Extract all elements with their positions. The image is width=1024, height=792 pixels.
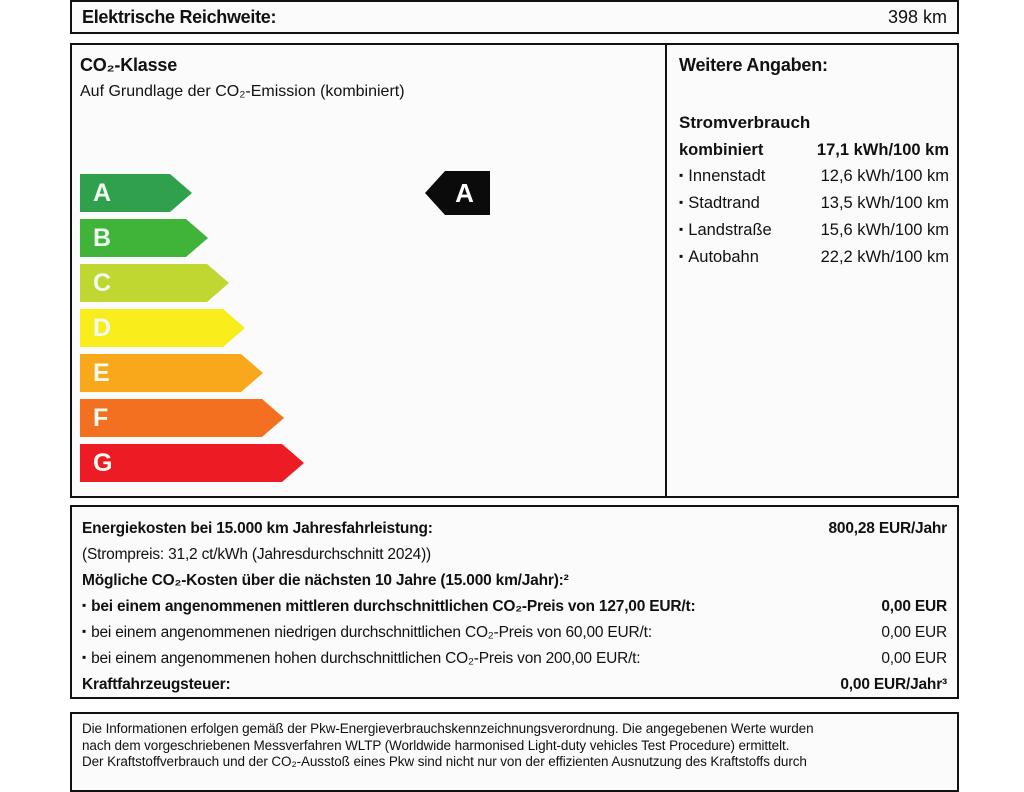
cost-value: 800,28 EUR/Jahr bbox=[828, 520, 948, 537]
co2-class-title: CO₂-Klasse bbox=[80, 55, 178, 75]
cost-label: bei einem angenommenen niedrigen durchsc… bbox=[82, 620, 652, 646]
class-arrow-a: A bbox=[80, 174, 192, 212]
electric-range-label: Elektrische Reichweite: bbox=[82, 6, 277, 27]
cost-row-co2-heading: Mögliche CO₂-Kosten über die nächsten 10… bbox=[82, 568, 947, 594]
consumption-value: 12,6 kWh/100 km bbox=[820, 167, 949, 185]
cost-value: 0,00 EUR/Jahr³ bbox=[840, 676, 947, 693]
cost-value: 0,00 EUR bbox=[881, 624, 947, 641]
co2-class-panel: CO₂-Klasse Auf Grundlage der CO₂-Emissio… bbox=[72, 45, 667, 496]
consumption-value: 15,6 kWh/100 km bbox=[820, 221, 949, 239]
disclaimer-line: Der Kraftstoffverbrauch und der CO₂-Auss… bbox=[82, 754, 807, 769]
class-arrow-letter: F bbox=[93, 403, 109, 432]
consumption-row-city: Innenstadt 12,6 kWh/100 km bbox=[679, 166, 949, 188]
cost-row-co2-medium: bei einem angenommenen mittleren durchsc… bbox=[82, 594, 947, 620]
consumption-label: Autobahn bbox=[679, 247, 759, 269]
consumption-row-combined: kombiniert 17,1 kWh/100 km bbox=[679, 140, 949, 161]
cost-value: 0,00 EUR bbox=[881, 650, 947, 667]
class-arrow-f: F bbox=[80, 399, 284, 437]
class-arrow-c: C bbox=[80, 264, 229, 302]
assigned-class-letter: A bbox=[455, 178, 474, 208]
power-consumption-title: Stromverbrauch bbox=[679, 113, 811, 132]
class-arrow-d: D bbox=[80, 309, 245, 347]
electric-range-bar: Elektrische Reichweite: 398 km bbox=[70, 0, 959, 34]
consumption-row-suburb: Stadtrand 13,5 kWh/100 km bbox=[679, 193, 949, 215]
cost-label: Mögliche CO₂-Kosten über die nächsten 10… bbox=[82, 572, 569, 589]
class-arrow-letter: D bbox=[93, 313, 112, 342]
cost-label: (Strompreis: 31,2 ct/kWh (Jahresdurchsch… bbox=[82, 546, 432, 563]
disclaimer-box: Die Informationen erfolgen gemäß der Pkw… bbox=[70, 712, 959, 792]
class-arrow-letter: A bbox=[93, 178, 112, 207]
class-arrow-letter: B bbox=[93, 223, 112, 252]
cost-row-price-basis: (Strompreis: 31,2 ct/kWh (Jahresdurchsch… bbox=[82, 542, 947, 568]
class-arrow-e: E bbox=[80, 354, 263, 392]
disclaimer-line: Die Informationen erfolgen gemäß der Pkw… bbox=[82, 721, 814, 736]
consumption-label: Innenstadt bbox=[679, 166, 765, 188]
class-arrow-g: G bbox=[80, 444, 304, 482]
energy-costs-box: Energiekosten bei 15.000 km Jahresfahrle… bbox=[70, 505, 959, 699]
cost-row-co2-low: bei einem angenommenen niedrigen durchsc… bbox=[82, 620, 947, 646]
further-details-panel: Weitere Angaben: Stromverbrauch kombinie… bbox=[667, 45, 957, 496]
consumption-label: Landstraße bbox=[679, 220, 771, 242]
cost-row-co2-high: bei einem angenommenen hohen durchschnit… bbox=[82, 646, 947, 672]
consumption-value: 17,1 kWh/100 km bbox=[816, 141, 949, 159]
disclaimer-line: nach dem vorgeschriebenen Messverfahren … bbox=[82, 737, 790, 753]
cost-row-vehicle-tax: Kraftfahrzeugsteuer: 0,00 EUR/Jahr³ bbox=[82, 672, 947, 698]
cost-label: bei einem angenommenen hohen durchschnit… bbox=[82, 646, 641, 672]
consumption-label: kombiniert bbox=[679, 141, 764, 159]
cost-row-annual: Energiekosten bei 15.000 km Jahresfahrle… bbox=[82, 516, 947, 542]
efficiency-scale: A B C D E F G bbox=[80, 174, 304, 489]
assigned-class-marker: A bbox=[425, 171, 490, 215]
consumption-label: Stadtrand bbox=[679, 193, 760, 215]
consumption-row-rural: Landstraße 15,6 kWh/100 km bbox=[679, 220, 949, 242]
cost-label: Kraftfahrzeugsteuer: bbox=[82, 676, 231, 693]
label-main-box: CO₂-Klasse Auf Grundlage der CO₂-Emissio… bbox=[70, 43, 959, 498]
consumption-row-highway: Autobahn 22,2 kWh/100 km bbox=[679, 247, 949, 269]
class-arrow-letter: E bbox=[93, 358, 110, 387]
consumption-value: 22,2 kWh/100 km bbox=[820, 248, 949, 266]
electric-range-value: 398 km bbox=[887, 6, 947, 27]
further-details-title: Weitere Angaben: bbox=[679, 55, 828, 75]
class-arrow-letter: G bbox=[93, 448, 113, 477]
class-arrow-letter: C bbox=[93, 268, 112, 297]
cost-label: bei einem angenommenen mittleren durchsc… bbox=[82, 594, 696, 620]
cost-value: 0,00 EUR bbox=[881, 598, 947, 615]
co2-class-subtitle: Auf Grundlage der CO₂-Emission (kombinie… bbox=[80, 83, 405, 100]
class-arrow-b: B bbox=[80, 219, 208, 257]
consumption-value: 13,5 kWh/100 km bbox=[820, 194, 949, 212]
cost-label: Energiekosten bei 15.000 km Jahresfahrle… bbox=[82, 520, 433, 537]
